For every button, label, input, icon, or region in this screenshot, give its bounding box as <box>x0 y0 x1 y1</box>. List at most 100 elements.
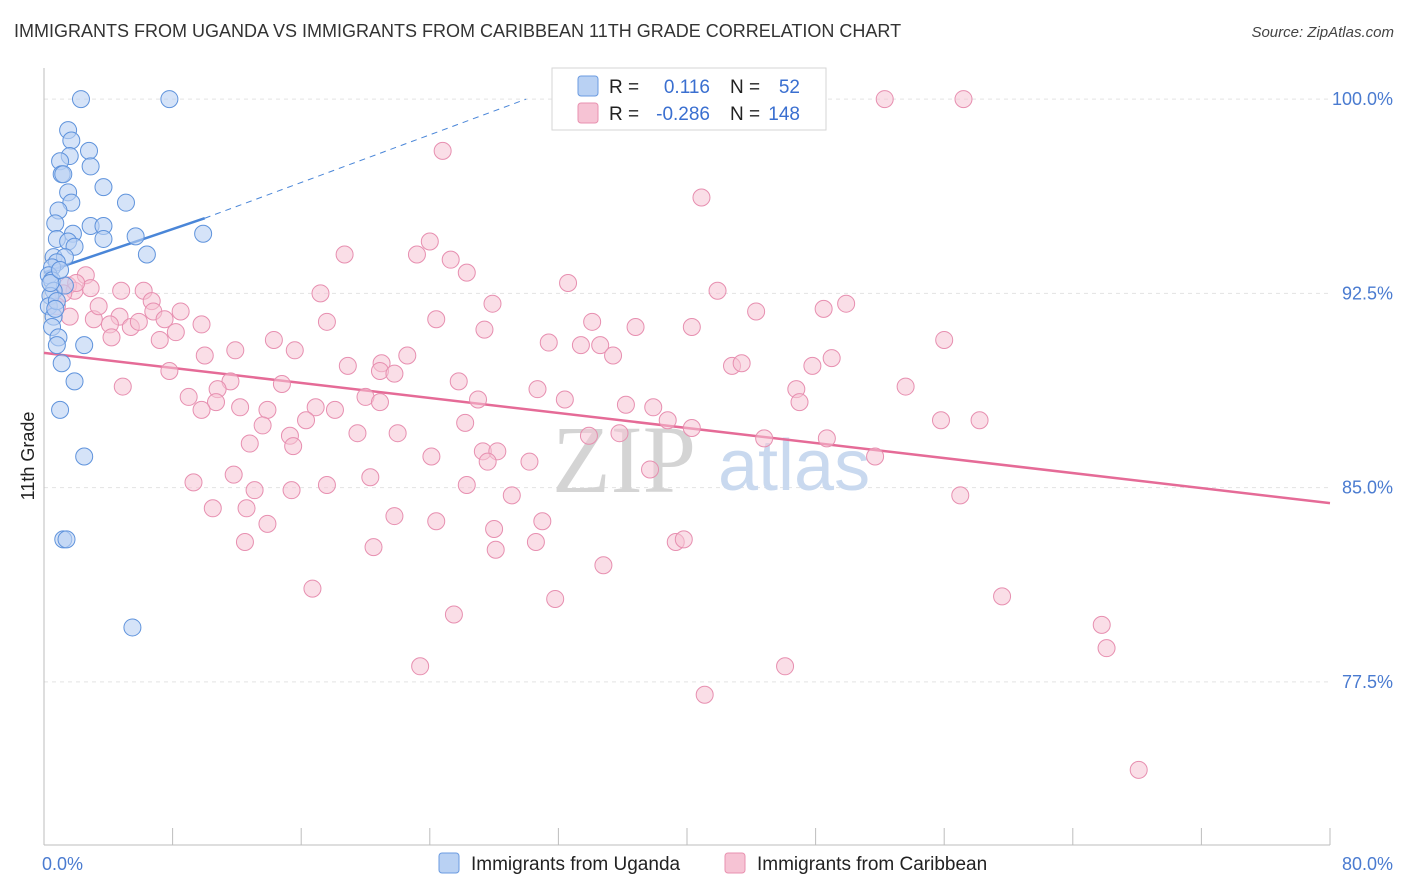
point-uganda <box>75 447 94 466</box>
y-axis-label: 11th Grade <box>18 412 38 501</box>
point-uganda <box>80 141 99 160</box>
y-axis-tick-labels: 77.5% 85.0% 92.5% 100.0% <box>1332 89 1393 692</box>
point-caribbean <box>155 310 174 329</box>
point-caribbean <box>441 250 460 269</box>
legend-r-label-caribbean: R = <box>609 104 639 125</box>
point-caribbean <box>528 380 547 399</box>
point-caribbean <box>502 486 521 505</box>
point-uganda <box>94 229 113 248</box>
bottom-legend: Immigrants from Uganda Immigrants from C… <box>438 852 987 875</box>
point-caribbean <box>388 424 407 443</box>
point-caribbean <box>385 507 404 526</box>
series-uganda-points <box>39 90 213 637</box>
legend-r-label-uganda: R = <box>609 77 639 98</box>
bottom-legend-label-caribbean: Immigrants from Caribbean <box>757 854 987 875</box>
point-caribbean <box>571 336 590 355</box>
point-caribbean <box>591 336 610 355</box>
point-caribbean <box>790 393 809 412</box>
point-uganda <box>75 336 94 355</box>
x-tick-label-max: 80.0% <box>1342 854 1393 874</box>
point-caribbean <box>708 281 727 300</box>
point-uganda <box>116 193 135 212</box>
legend-n-value-uganda: 52 <box>779 77 800 98</box>
point-caribbean <box>755 429 774 448</box>
legend-r-value-caribbean: -0.286 <box>656 104 710 125</box>
point-caribbean <box>641 460 660 479</box>
point-caribbean <box>583 312 602 331</box>
point-caribbean <box>469 390 488 409</box>
point-caribbean <box>338 356 357 375</box>
point-caribbean <box>258 514 277 533</box>
point-caribbean <box>526 532 545 551</box>
point-caribbean <box>285 341 304 360</box>
bottom-legend-swatch-uganda <box>438 852 460 874</box>
point-caribbean <box>112 281 131 300</box>
point-caribbean <box>475 320 494 339</box>
point-caribbean <box>951 486 970 505</box>
point-caribbean <box>658 411 677 430</box>
y-tick-label: 100.0% <box>1332 89 1393 109</box>
point-caribbean <box>385 364 404 383</box>
point-caribbean <box>398 346 417 365</box>
y-tick-label: 92.5% <box>1342 283 1393 303</box>
point-caribbean <box>317 475 336 494</box>
series-caribbean-points <box>47 90 1148 779</box>
point-caribbean <box>192 315 211 334</box>
point-caribbean <box>253 416 272 435</box>
point-caribbean <box>732 354 751 373</box>
point-caribbean <box>427 310 446 329</box>
point-caribbean <box>616 395 635 414</box>
point-caribbean <box>993 587 1012 606</box>
point-caribbean <box>427 512 446 531</box>
point-caribbean <box>422 447 441 466</box>
point-caribbean <box>682 318 701 336</box>
point-caribbean <box>231 398 250 417</box>
point-uganda <box>65 372 84 391</box>
point-caribbean <box>478 452 497 471</box>
point-caribbean <box>875 90 894 109</box>
chart-title: IMMIGRANTS FROM UGANDA VS IMMIGRANTS FRO… <box>14 21 902 41</box>
point-caribbean <box>520 452 539 471</box>
point-caribbean <box>814 299 833 318</box>
point-caribbean <box>1097 639 1116 658</box>
point-caribbean <box>594 556 613 575</box>
x-tick-label-min: 0.0% <box>42 854 83 874</box>
point-caribbean <box>776 657 795 676</box>
point-caribbean <box>866 447 885 466</box>
point-caribbean <box>1129 760 1148 779</box>
point-caribbean <box>817 429 836 448</box>
point-caribbean <box>89 297 108 316</box>
point-caribbean <box>456 413 475 432</box>
point-caribbean <box>195 346 214 365</box>
point-caribbean <box>272 374 291 393</box>
point-caribbean <box>207 393 226 412</box>
gridlines <box>44 98 1330 683</box>
point-caribbean <box>192 400 211 419</box>
watermark-atlas: atlas <box>718 426 870 506</box>
point-uganda <box>41 273 60 292</box>
point-caribbean <box>297 411 316 430</box>
point-caribbean <box>235 532 254 551</box>
point-caribbean <box>306 398 325 417</box>
point-caribbean <box>483 294 502 313</box>
point-caribbean <box>695 685 714 704</box>
point-caribbean <box>258 400 277 419</box>
point-caribbean <box>129 312 148 331</box>
point-caribbean <box>224 465 243 484</box>
point-uganda <box>137 245 156 264</box>
point-caribbean <box>317 312 336 331</box>
point-uganda <box>194 224 213 243</box>
point-caribbean <box>364 538 383 557</box>
point-uganda <box>46 299 65 318</box>
point-caribbean <box>203 499 222 518</box>
point-caribbean <box>954 90 973 109</box>
point-caribbean <box>325 400 344 419</box>
point-uganda <box>52 354 71 373</box>
legend-n-label-uganda: N = <box>730 77 760 98</box>
point-caribbean <box>457 263 476 282</box>
point-caribbean <box>102 328 121 347</box>
point-caribbean <box>896 377 915 396</box>
point-uganda <box>47 336 66 355</box>
point-caribbean <box>449 372 468 391</box>
